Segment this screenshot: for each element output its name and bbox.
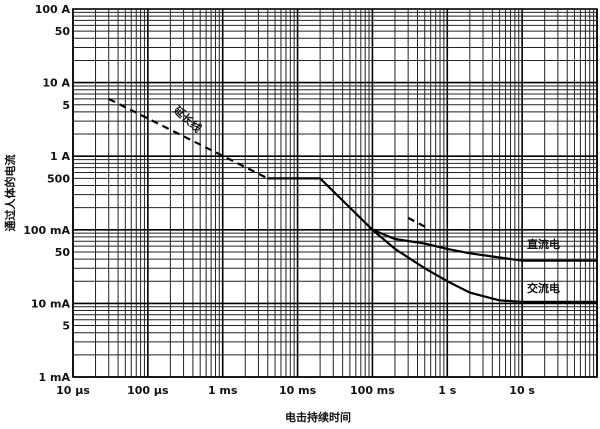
x-tick-label: 1 ms [208, 384, 238, 397]
series-line-3 [407, 216, 429, 230]
y-tick-label: 50 [55, 25, 71, 38]
y-tick-label: 1 mA [39, 371, 71, 384]
series-line-2 [371, 228, 597, 262]
x-tick-label: 100 ms [350, 384, 395, 397]
x-tick-label: 10 ms [279, 384, 317, 397]
x-axis-title: 电击持续时间 [285, 410, 351, 424]
series-label: 交流电 [527, 281, 560, 295]
series-line-1 [267, 177, 597, 303]
y-tick-label: 50 [55, 246, 71, 259]
x-tick-label: 10 s [509, 384, 535, 397]
y-tick-label: 5 [62, 320, 70, 333]
x-tick-label: 10 µs [56, 384, 90, 397]
y-tick-label: 5 [62, 99, 70, 112]
series-line-0 [108, 97, 269, 180]
y-tick-label: 10 mA [31, 297, 71, 310]
series-label: 直流电 [527, 237, 560, 251]
x-tick-label: 100 µs [127, 384, 169, 397]
y-tick-label: 100 A [35, 3, 71, 16]
x-tick-label: 1 s [438, 384, 456, 397]
y-tick-label: 1 A [50, 150, 70, 163]
y-tick-label: 100 mA [23, 224, 70, 237]
y-tick-label: 500 [47, 172, 70, 185]
y-tick-label: 10 A [42, 77, 70, 90]
y-axis-title: 通过人体的电流 [3, 155, 17, 232]
